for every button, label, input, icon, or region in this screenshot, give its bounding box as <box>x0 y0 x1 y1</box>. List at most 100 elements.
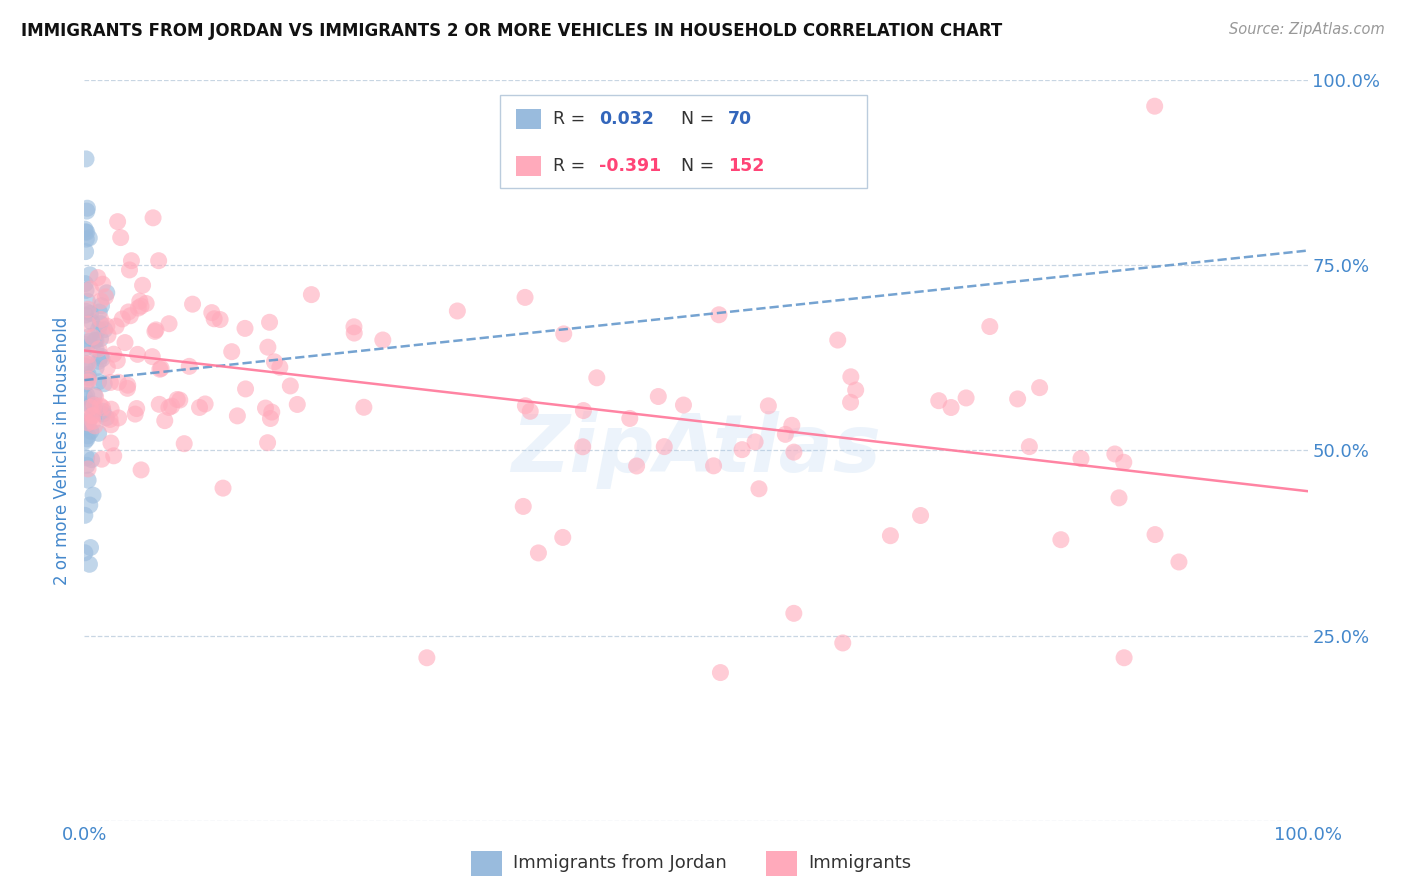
Point <box>75 341 97 355</box>
Point <box>94 290 117 304</box>
Point <box>111 312 134 326</box>
Point <box>84 334 107 348</box>
FancyBboxPatch shape <box>516 110 541 129</box>
Point <box>221 344 243 359</box>
Text: Immigrants: Immigrants <box>808 855 911 872</box>
Point <box>77 357 100 371</box>
Point <box>512 500 534 514</box>
Point <box>117 305 139 319</box>
Point <box>84 390 107 404</box>
Point <box>91 351 114 366</box>
Point <box>91 401 114 415</box>
Point <box>90 452 112 467</box>
Point <box>527 546 550 560</box>
Point <box>75 304 97 318</box>
Point <box>90 293 112 308</box>
Point <box>157 401 180 415</box>
Point <box>157 317 180 331</box>
Text: 152: 152 <box>728 157 763 175</box>
Point <box>257 340 280 354</box>
Point <box>148 253 170 268</box>
Point <box>780 418 803 433</box>
Point <box>1070 451 1092 466</box>
Point <box>87 342 110 356</box>
Point <box>87 270 110 285</box>
Point <box>77 370 100 384</box>
Point <box>87 426 110 441</box>
Point <box>87 322 110 336</box>
Point <box>256 435 278 450</box>
Point <box>209 312 232 326</box>
FancyBboxPatch shape <box>516 156 541 176</box>
Point <box>79 401 101 415</box>
Point <box>233 321 256 335</box>
Point <box>87 354 110 368</box>
Point <box>647 390 669 404</box>
Point <box>83 334 105 348</box>
Point <box>371 333 394 347</box>
Point <box>127 347 149 361</box>
Point <box>703 458 725 473</box>
Point <box>79 541 101 555</box>
Point <box>135 296 157 310</box>
Text: R =: R = <box>553 111 591 128</box>
Point <box>75 419 97 434</box>
Point <box>1112 455 1135 469</box>
Point <box>181 297 204 311</box>
Point <box>120 309 142 323</box>
Point <box>551 530 574 544</box>
Point <box>672 398 695 412</box>
Point <box>73 359 96 373</box>
Point <box>91 407 114 421</box>
Point <box>129 299 152 313</box>
Text: R =: R = <box>553 157 591 175</box>
Point <box>955 391 977 405</box>
Point <box>845 383 868 397</box>
Text: ZipAtlas: ZipAtlas <box>510 411 882 490</box>
Point <box>77 473 100 487</box>
Point <box>226 409 249 423</box>
Point <box>775 427 797 442</box>
Point <box>82 409 104 423</box>
Point <box>75 376 97 391</box>
Point <box>515 399 537 413</box>
Point <box>179 359 201 374</box>
Point <box>299 287 322 301</box>
Point <box>1104 447 1126 461</box>
Point <box>82 330 104 344</box>
Point <box>756 399 779 413</box>
Point <box>77 415 100 429</box>
Point <box>107 411 129 425</box>
Point <box>79 498 101 512</box>
Point <box>117 378 139 392</box>
Point <box>120 253 142 268</box>
Point <box>84 360 107 375</box>
Point <box>145 323 167 337</box>
Point <box>79 268 101 282</box>
Point <box>124 407 146 421</box>
Point <box>82 488 104 502</box>
Point <box>89 399 111 413</box>
Point <box>707 308 730 322</box>
Text: Immigrants from Jordan: Immigrants from Jordan <box>513 855 727 872</box>
Point <box>1028 381 1050 395</box>
Point <box>572 403 595 417</box>
Point <box>254 401 277 415</box>
Point <box>100 376 122 390</box>
Point <box>79 329 101 343</box>
Point <box>1050 533 1073 547</box>
Point <box>652 440 675 454</box>
Point <box>77 348 100 362</box>
Point <box>75 283 97 297</box>
Point <box>513 290 536 304</box>
Point <box>910 508 932 523</box>
Point <box>90 312 112 326</box>
Point <box>128 294 150 309</box>
Point <box>82 397 104 411</box>
Point <box>783 607 806 621</box>
Point <box>839 369 862 384</box>
Text: IMMIGRANTS FROM JORDAN VS IMMIGRANTS 2 OR MORE VEHICLES IN HOUSEHOLD CORRELATION: IMMIGRANTS FROM JORDAN VS IMMIGRANTS 2 O… <box>21 22 1002 40</box>
Point <box>73 222 96 236</box>
Point <box>259 315 281 329</box>
Y-axis label: 2 or more Vehicles in Household: 2 or more Vehicles in Household <box>53 317 72 584</box>
